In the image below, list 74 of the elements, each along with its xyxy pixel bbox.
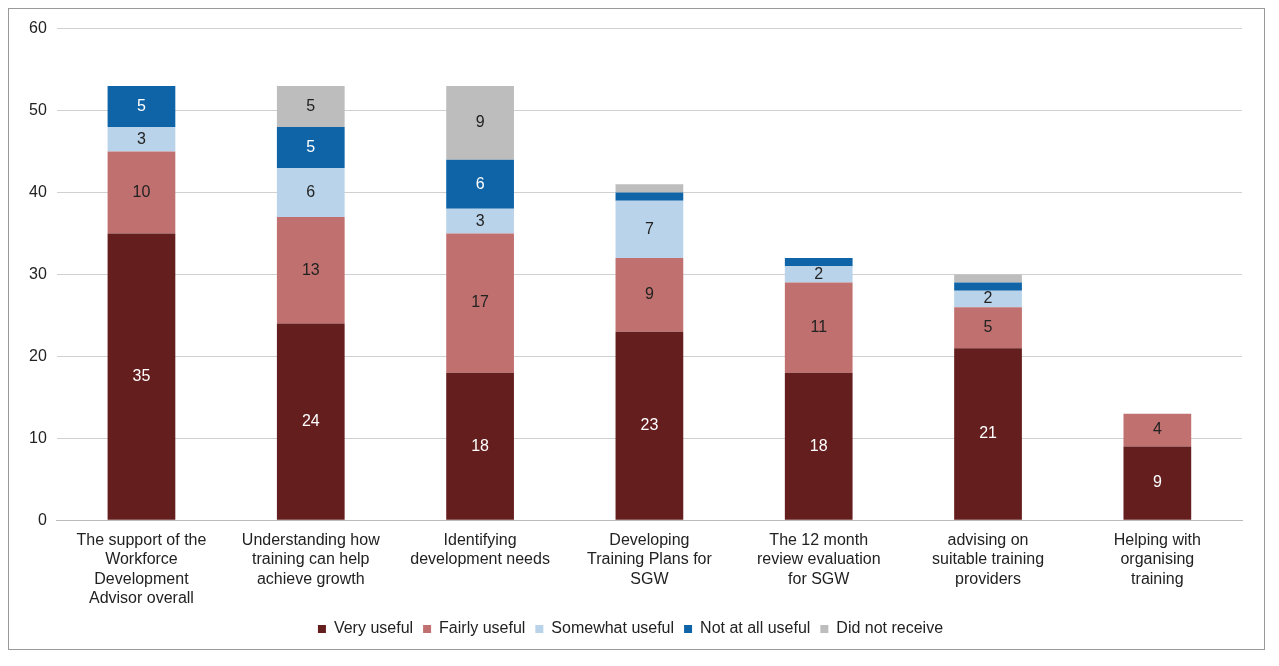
bar bbox=[954, 348, 1022, 520]
bar bbox=[446, 208, 514, 234]
bar bbox=[954, 290, 1022, 308]
data-label: 5 bbox=[137, 96, 146, 114]
data-label: 4 bbox=[1152, 420, 1162, 438]
data-label: 24 bbox=[301, 412, 320, 430]
bar bbox=[615, 258, 684, 332]
bar bbox=[615, 192, 684, 201]
data-label: 18 bbox=[471, 436, 490, 454]
data-label: 6 bbox=[306, 182, 316, 200]
y-tick-label: 60 bbox=[29, 19, 47, 37]
x-tick-label: Developing Training Plans for SGW bbox=[587, 531, 713, 587]
bar bbox=[446, 372, 514, 520]
bar bbox=[276, 217, 345, 324]
data-label: 18 bbox=[809, 436, 828, 454]
data-label: 5 bbox=[306, 96, 316, 114]
bar bbox=[784, 258, 853, 267]
y-tick-label: 10 bbox=[29, 428, 47, 446]
data-label: 3 bbox=[137, 129, 146, 147]
data-label: 7 bbox=[644, 219, 654, 237]
data-label: 10 bbox=[132, 182, 151, 200]
bar bbox=[276, 323, 345, 520]
y-tick-label: 40 bbox=[29, 182, 47, 200]
bar bbox=[615, 331, 684, 520]
legend-label: Did not receive bbox=[836, 619, 944, 637]
bar bbox=[107, 85, 176, 127]
bar bbox=[615, 184, 684, 193]
bar bbox=[276, 126, 345, 168]
bar bbox=[446, 159, 514, 209]
x-tick-label: Understanding how training can help achieve growth bbox=[241, 531, 381, 587]
data-label: 13 bbox=[301, 260, 320, 278]
bar bbox=[446, 85, 514, 160]
data-label: 2 bbox=[814, 264, 824, 282]
data-label: 35 bbox=[132, 366, 151, 384]
bar bbox=[954, 274, 1022, 283]
data-label: 9 bbox=[475, 113, 485, 131]
bar bbox=[107, 151, 176, 234]
x-tick-label: advising on suitable training providers bbox=[931, 531, 1045, 587]
bar bbox=[276, 85, 345, 127]
bar bbox=[615, 200, 684, 259]
legend-label: Fairly useful bbox=[439, 619, 526, 637]
bar bbox=[784, 282, 853, 373]
y-tick-label: 30 bbox=[29, 264, 47, 282]
legend-label: Somewhat useful bbox=[551, 619, 675, 637]
y-tick-label: 50 bbox=[29, 100, 47, 118]
x-tick-label: Identifying development needs bbox=[410, 531, 550, 568]
bar bbox=[1123, 413, 1192, 447]
data-label: 2 bbox=[983, 289, 993, 307]
x-tick-label: Helping with organising training bbox=[1113, 531, 1201, 587]
bar bbox=[107, 126, 176, 152]
bar bbox=[276, 167, 345, 218]
bar bbox=[446, 233, 514, 373]
data-label: 9 bbox=[1152, 473, 1162, 491]
bar bbox=[954, 282, 1022, 291]
x-tick-label: The 12 month review evaluation for SGW bbox=[756, 531, 881, 587]
data-label: 23 bbox=[640, 416, 659, 434]
data-label: 6 bbox=[475, 174, 485, 192]
data-label: 21 bbox=[979, 424, 998, 442]
data-label: 3 bbox=[475, 211, 485, 229]
y-tick-label: 20 bbox=[29, 346, 47, 364]
data-label: 11 bbox=[810, 318, 828, 336]
data-label: 9 bbox=[644, 285, 654, 303]
data-label: 5 bbox=[306, 137, 316, 155]
y-tick-label: 0 bbox=[37, 510, 47, 528]
data-label: 17 bbox=[471, 293, 490, 311]
bar bbox=[954, 307, 1022, 349]
bar bbox=[107, 233, 176, 520]
x-tick-label: The support of the Workforce Development Advisor overall bbox=[76, 531, 207, 606]
data-label: 5 bbox=[983, 318, 993, 336]
legend-label: Not at all useful bbox=[700, 619, 811, 637]
legend-label: Very useful bbox=[333, 619, 414, 637]
bar bbox=[784, 372, 853, 520]
bar bbox=[784, 266, 853, 283]
bar bbox=[1123, 446, 1192, 520]
